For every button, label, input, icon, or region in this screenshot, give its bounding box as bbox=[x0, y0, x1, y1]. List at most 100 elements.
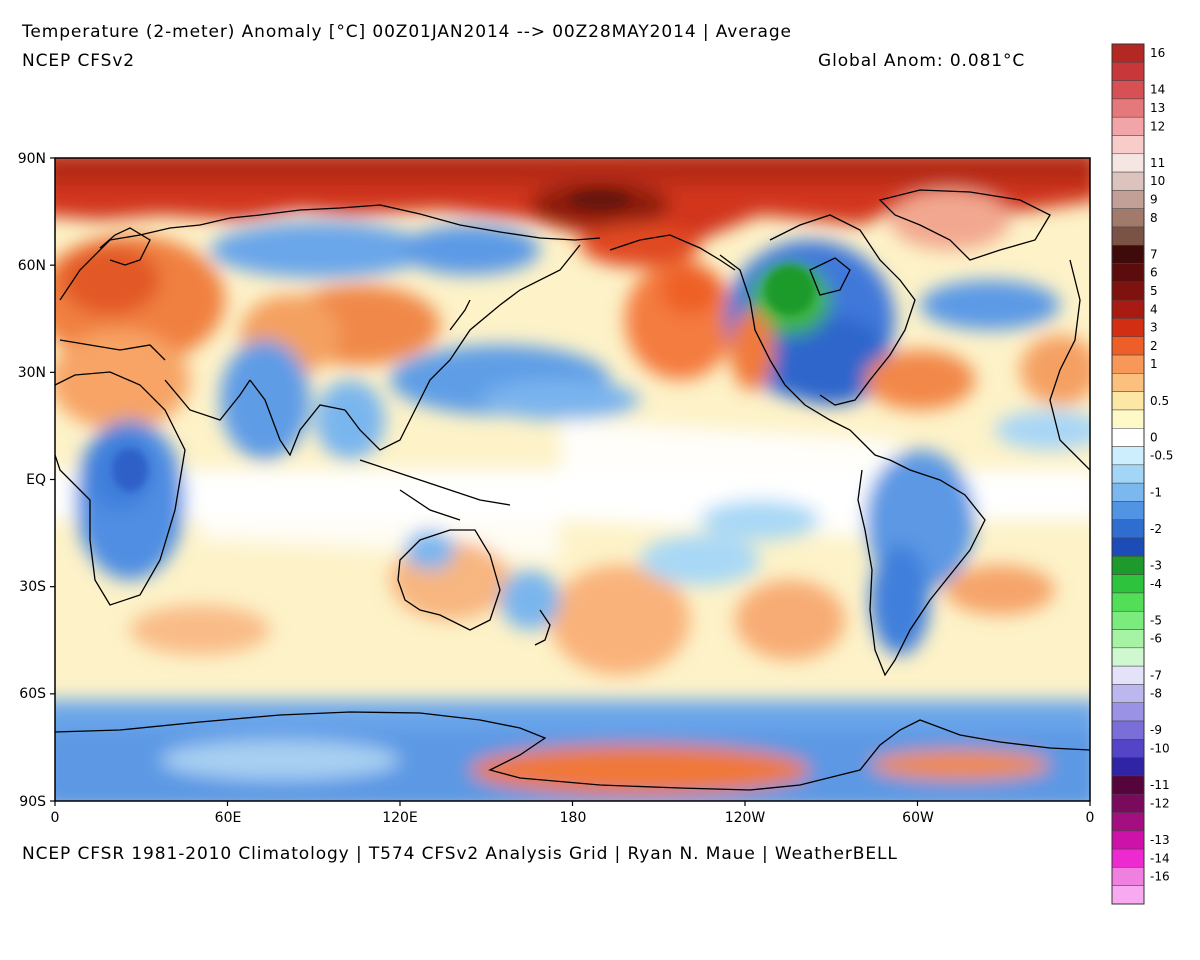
colorbar-label: 11 bbox=[1150, 156, 1165, 170]
colorbar-bin bbox=[1111, 226, 1145, 246]
colorbar-bin bbox=[1111, 501, 1145, 520]
colorbar-bin bbox=[1111, 867, 1145, 886]
colorbar-bin bbox=[1111, 428, 1145, 447]
colorbar-bin bbox=[1111, 80, 1145, 100]
colorbar-label: -13 bbox=[1150, 833, 1170, 847]
colorbar-label: -7 bbox=[1150, 668, 1162, 682]
lon-label-180: 180 bbox=[560, 810, 587, 826]
colorbar-bin bbox=[1111, 574, 1145, 594]
colorbar-bin bbox=[1111, 446, 1145, 466]
map-title: Temperature (2-meter) Anomaly [°C] 00Z01… bbox=[22, 22, 792, 42]
lat-label-60n: 60N bbox=[18, 258, 46, 274]
colorbar-bin bbox=[1111, 665, 1145, 685]
colorbar-bin bbox=[1111, 299, 1145, 319]
colorbar-label: -12 bbox=[1150, 796, 1170, 810]
colorbar-bin bbox=[1111, 171, 1145, 191]
anomaly-field bbox=[55, 158, 1090, 801]
colorbar-bin bbox=[1111, 464, 1145, 484]
colorbar-label: 0 bbox=[1150, 430, 1158, 444]
colorbar-bin bbox=[1111, 757, 1145, 777]
colorbar-bin bbox=[1111, 336, 1145, 356]
colorbar-bin bbox=[1111, 98, 1145, 118]
colorbar-label: -2 bbox=[1150, 522, 1162, 536]
colorbar-label: -4 bbox=[1150, 577, 1162, 591]
lon-label-0-left: 0 bbox=[51, 810, 60, 826]
y-tick-marks bbox=[50, 157, 55, 802]
colorbar-label: -16 bbox=[1150, 870, 1170, 884]
colorbar-bin bbox=[1111, 812, 1145, 832]
lon-label-60e: 60E bbox=[215, 810, 242, 826]
colorbar-label: -14 bbox=[1150, 851, 1170, 865]
colorbar-bin bbox=[1111, 391, 1145, 411]
lon-label-120e: 120E bbox=[382, 810, 418, 826]
colorbar-label: -8 bbox=[1150, 687, 1162, 701]
colorbar-bin bbox=[1111, 592, 1145, 612]
colorbar-bin bbox=[1111, 373, 1145, 392]
colorbar-bin bbox=[1111, 720, 1145, 740]
colorbar-label: 3 bbox=[1150, 321, 1158, 335]
credits-footer: NCEP CFSR 1981-2010 Climatology | T574 C… bbox=[22, 844, 898, 864]
colorbar-bin bbox=[1111, 684, 1145, 703]
colorbar-bin bbox=[1111, 519, 1145, 539]
colorbar-bin bbox=[1111, 409, 1145, 429]
colorbar-bin bbox=[1111, 647, 1145, 667]
colorbar-bin bbox=[1111, 830, 1145, 850]
colorbar-label: 13 bbox=[1150, 101, 1165, 115]
colorbar-bin bbox=[1111, 318, 1145, 338]
x-tick-marks bbox=[54, 801, 1091, 806]
colorbar-bin bbox=[1111, 62, 1145, 81]
colorbar-label: 10 bbox=[1150, 174, 1165, 188]
colorbar-bin bbox=[1111, 610, 1145, 630]
lat-label-90s: 90S bbox=[19, 794, 46, 810]
colorbar-label: 9 bbox=[1150, 193, 1158, 207]
lat-label-90n: 90N bbox=[18, 151, 46, 167]
colorbar-bin bbox=[1111, 793, 1145, 813]
global-anomaly-readout: Global Anom: 0.081°C bbox=[818, 51, 1026, 71]
colorbar-label: 1 bbox=[1150, 357, 1158, 371]
colorbar-bin bbox=[1111, 775, 1145, 795]
colorbar-label: 12 bbox=[1150, 119, 1165, 133]
colorbar-label: -0.5 bbox=[1150, 449, 1173, 463]
colorbar-bin bbox=[1111, 153, 1145, 173]
colorbar-bin bbox=[1111, 885, 1145, 905]
colorbar-bin bbox=[1111, 537, 1145, 557]
lat-label-30s: 30S bbox=[19, 579, 46, 595]
colorbar-label: -9 bbox=[1150, 723, 1162, 737]
colorbar-bin bbox=[1111, 629, 1145, 649]
lat-label-60s: 60S bbox=[19, 686, 46, 702]
colorbar-label: -5 bbox=[1150, 613, 1162, 627]
colorbar-bin bbox=[1111, 263, 1145, 283]
colorbar-bin bbox=[1111, 556, 1145, 575]
lon-label-120w: 120W bbox=[725, 810, 766, 826]
colorbar-bin bbox=[1111, 281, 1145, 301]
lat-label-eq: EQ bbox=[26, 472, 46, 488]
colorbar-label: -10 bbox=[1150, 741, 1170, 755]
colorbar-legend: 16 14 13 12 11 10 9 8 7 6 5 4 3 2 1 0.5 0 -0.5 -1 -2 -3 -4 -5 -… bbox=[1111, 43, 1173, 905]
colorbar-bin bbox=[1111, 208, 1145, 228]
colorbar-bin bbox=[1111, 739, 1145, 758]
colorbar-label: -11 bbox=[1150, 778, 1170, 792]
colorbar-bin bbox=[1111, 848, 1145, 868]
colorbar-label: -1 bbox=[1150, 485, 1162, 499]
colorbar-label: 5 bbox=[1150, 284, 1158, 298]
colorbar-label: 6 bbox=[1150, 266, 1158, 280]
colorbar-label: -3 bbox=[1150, 558, 1162, 572]
lon-label-60w: 60W bbox=[902, 810, 934, 826]
lat-label-30n: 30N bbox=[18, 365, 46, 381]
colorbar-label: 7 bbox=[1150, 247, 1158, 261]
lon-label-0-right: 0 bbox=[1086, 810, 1095, 826]
colorbar-label: 8 bbox=[1150, 211, 1158, 225]
model-name: NCEP CFSv2 bbox=[22, 51, 136, 71]
colorbar-bin bbox=[1111, 190, 1145, 209]
colorbar-label: 4 bbox=[1150, 302, 1158, 316]
coastlines bbox=[55, 189, 1090, 791]
colorbar-frame bbox=[1111, 43, 1145, 905]
colorbar-label: -6 bbox=[1150, 632, 1162, 646]
colorbar-bin bbox=[1111, 43, 1145, 63]
colorbar-label: 14 bbox=[1150, 83, 1165, 97]
colorbar-bin bbox=[1111, 116, 1145, 136]
colorbar-label: 2 bbox=[1150, 339, 1158, 353]
colorbar-label: 0.5 bbox=[1150, 394, 1169, 408]
colorbar-bin bbox=[1111, 702, 1145, 722]
